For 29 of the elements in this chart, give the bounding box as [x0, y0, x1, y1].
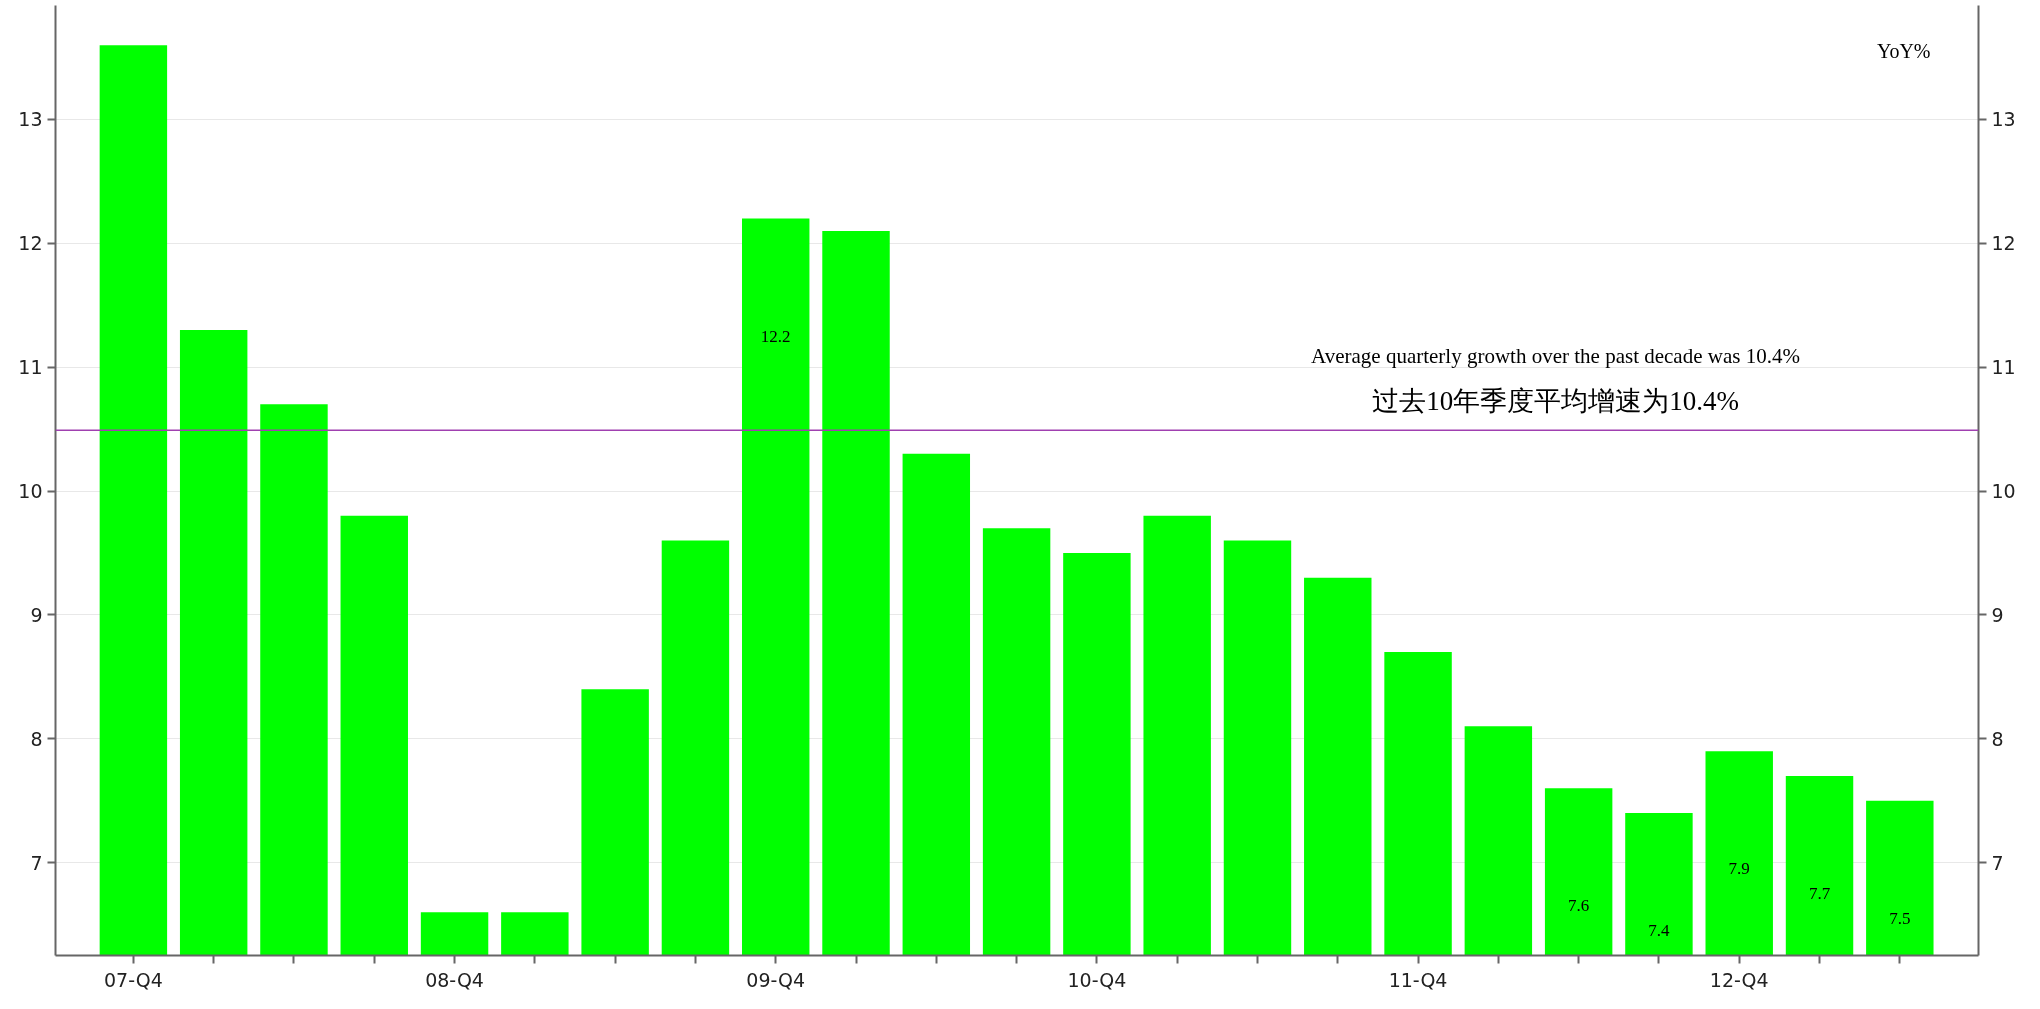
y2-tick-label: 11: [1991, 356, 2016, 379]
y2-tick-label: 7: [1991, 851, 2004, 874]
y-tick-label: 10: [18, 480, 43, 503]
y2-tick-label: 8: [1991, 727, 2004, 750]
y2-tick-label: 10: [1991, 480, 2016, 503]
y-tick-label: 8: [30, 727, 43, 750]
x-tick-label: 11-Q4: [1388, 968, 1448, 991]
data-label: 7.5: [1889, 908, 1911, 928]
y2-tick-label: 12: [1991, 232, 2016, 255]
x-tick-label: 07-Q4: [104, 968, 163, 991]
y-tick-label: 9: [30, 603, 43, 626]
y-tick-label: 12: [18, 232, 43, 255]
annotation: YoY%: [1876, 39, 1931, 62]
annotation: 过去10年季度平均增速为10.4%: [1372, 385, 1739, 416]
data-label: 7.4: [1648, 921, 1671, 941]
x-tick-label: 09-Q4: [746, 968, 806, 991]
y-tick-label: 7: [30, 851, 43, 874]
x-tick-label: 08-Q4: [425, 968, 484, 991]
data-label: 7.6: [1568, 896, 1590, 916]
annotation: Average quarterly growth over the past decade was 10.4%: [1311, 343, 1800, 368]
y-tick-label: 13: [18, 108, 43, 131]
y2-tick-label: 9: [1991, 603, 2004, 626]
y-tick-label: 11: [18, 356, 43, 379]
data-label: 7.7: [1808, 884, 1831, 904]
x-tick-label: 12-Q4: [1709, 968, 1769, 991]
x-tick-label: 10-Q4: [1067, 968, 1127, 991]
y2-tick-label: 13: [1991, 108, 2016, 131]
data-label: 12.2: [760, 326, 791, 346]
data-label: 7.9: [1728, 859, 1750, 879]
